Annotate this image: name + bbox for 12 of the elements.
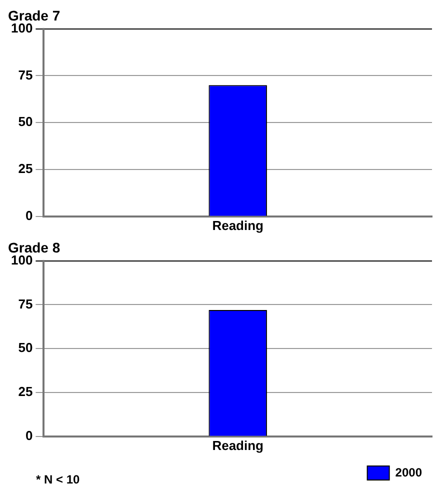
x-tick-label: Reading <box>212 438 264 453</box>
legend-label: 2000 <box>395 465 422 480</box>
x-tick-label: Reading <box>212 218 264 233</box>
y-tick-label: 0 <box>25 208 33 223</box>
y-tick-label: 25 <box>18 384 33 400</box>
y-tick-label: 25 <box>18 161 33 176</box>
y-tick-label: 0 <box>25 428 33 443</box>
y-tick-label: 75 <box>18 296 33 312</box>
y-tick-label: 75 <box>18 67 33 82</box>
text: * N < 10 <box>36 472 80 486</box>
y-tick-label: 50 <box>18 340 33 356</box>
y-tick-label: 50 <box>18 114 33 130</box>
